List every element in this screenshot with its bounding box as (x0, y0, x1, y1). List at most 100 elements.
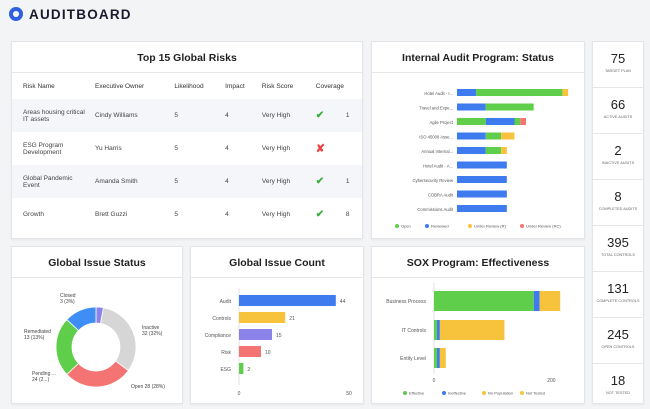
legend-label: Under Review (RC) (526, 224, 561, 229)
bar-segment (533, 291, 540, 311)
bar-segment (457, 103, 486, 111)
col-risk-name[interactable]: Risk Name (23, 82, 55, 90)
data-label: 15 (276, 333, 282, 339)
coverage-status: ✔ (312, 99, 343, 132)
bar-segment (457, 176, 507, 183)
data-label: 10 (265, 350, 271, 356)
bar-segment (520, 118, 526, 125)
bar-segment (434, 348, 437, 368)
stat-label: Total Controls (601, 253, 635, 257)
table-row[interactable]: Growth Brett Guzzi 5 4 Very High ✔ 8 (12, 198, 362, 231)
cross-icon: ✘ (315, 143, 325, 155)
likelihood: 5 (171, 99, 223, 132)
brand-name: AUDITBOARD (29, 6, 132, 22)
impact: 4 (222, 99, 259, 132)
category-label: Risk (221, 350, 231, 356)
bar-segment (457, 205, 507, 212)
pie-slice (66, 306, 97, 332)
table-row[interactable]: Global Pandemic Event Amanda Smith 5 4 V… (12, 165, 362, 198)
stat-value: 2 (614, 143, 622, 158)
likelihood: 5 (171, 165, 223, 198)
risk-name[interactable]: ESG Program Development (23, 141, 64, 156)
category-label: Compliance (205, 333, 232, 339)
bar-segment (457, 132, 486, 140)
legend-marker (442, 391, 446, 395)
legend-label: Under Review (R) (474, 224, 506, 229)
slice-label: Open 28 (28%) (131, 384, 165, 390)
stat-label: Not Tested (606, 391, 630, 395)
stat-completed-audits[interactable]: 8 Completed Audits (593, 180, 643, 226)
stat-label: Open Controls (601, 345, 635, 349)
sox-effectiveness-title: SOX Program: Effectiveness (372, 247, 584, 278)
category-label: Entity Level (400, 356, 426, 362)
stat-value: 18 (610, 373, 626, 388)
data-label: 2 (247, 367, 250, 373)
brand-logo[interactable]: AUDITBOARD (9, 6, 132, 22)
category-label: COBRA Audit (428, 193, 454, 198)
col-coverage[interactable]: Coverage (315, 82, 344, 90)
slice-label: 13 (13%) (24, 335, 45, 341)
bar (239, 329, 272, 340)
stat-label: Active Audits (603, 115, 633, 119)
stat-not-tested[interactable]: 18 Not Tested (593, 364, 643, 403)
checkmark-icon: ✔ (315, 209, 325, 220)
coverage-status: ✔ (313, 198, 343, 231)
category-label: Hotel Audit - I... (424, 91, 453, 96)
global-issue-count-title: Global Issue Count (191, 247, 363, 278)
top-risks-title: Top 15 Global Risks (12, 42, 362, 73)
executive-owner: Amanda Smith (92, 165, 172, 198)
category-label: Annual Internal... (421, 149, 453, 154)
col-risk-score[interactable]: Risk Score (261, 82, 294, 90)
stat-active-audits[interactable]: 66 Active Audits (593, 88, 643, 134)
category-label: ISO 45000 Asse... (419, 135, 453, 140)
tick-label: 50 (346, 391, 352, 397)
checkmark-icon: ✔ (315, 176, 325, 187)
risk-name[interactable]: Areas housing critical IT assets (12, 99, 92, 132)
risks-table: Risk Name Executive Owner Likelihood Imp… (12, 73, 362, 231)
risk-score: Very High (258, 99, 313, 132)
global-issue-count-card: Global Issue Count Audit 44 Controls 21 Comp… (190, 246, 364, 404)
risk-name[interactable]: Growth (23, 211, 44, 218)
stat-value: 131 (607, 281, 629, 296)
legend-label: Effective (409, 391, 425, 396)
risk-score: Very High (258, 165, 313, 198)
stat-value: 395 (607, 235, 629, 250)
coverage-count: 1 (342, 99, 362, 132)
col-executive-owner[interactable]: Executive Owner (95, 82, 145, 90)
table-row[interactable]: ESG Program Development Yu Harris 5 4 Ve… (12, 132, 362, 165)
legend-marker (395, 224, 399, 228)
category-label: ESG (220, 367, 231, 373)
stat-label: Target Plan (604, 69, 632, 73)
category-label: IT Controls (402, 328, 427, 334)
category-label: Business Process (386, 299, 426, 305)
category-label: Travel and Expe... (419, 106, 453, 111)
bar-segment (434, 320, 437, 340)
bar-segment (485, 132, 502, 140)
legend-label: No Population (488, 391, 513, 396)
data-label: 44 (340, 299, 346, 305)
stat-target-plan[interactable]: 75 Target Plan (593, 42, 643, 88)
stat-complete-controls[interactable]: 131 Complete Controls (593, 272, 643, 318)
table-row[interactable]: Areas housing critical IT assets Cindy W… (12, 99, 362, 132)
global-issue-status-card: Global Issue Status Closed 3 (3%) Inactive… (11, 246, 183, 404)
bar-segment (457, 147, 486, 154)
legend-marker (520, 224, 524, 228)
category-label: Audit (220, 299, 232, 305)
stat-inactive-audits[interactable]: 2 Inactive Audits (593, 134, 643, 180)
tick-label: 0 (433, 378, 436, 384)
col-likelihood[interactable]: Likelihood (174, 82, 204, 90)
category-label: Agile Project (429, 120, 453, 125)
impact: 4 (222, 165, 259, 198)
internal-audit-status-card: Internal Audit Program: Status Hotel Aud… (371, 41, 585, 239)
checkmark-icon: ✔ (315, 110, 325, 121)
stat-total-controls[interactable]: 395 Total Controls (593, 226, 643, 272)
slice-label: 32 (32%) (142, 331, 163, 337)
legend-marker (468, 224, 472, 228)
slice-label: 3 (3%) (60, 299, 75, 305)
bar-segment (434, 291, 534, 311)
stat-open-controls[interactable]: 245 Open Controls (593, 318, 643, 364)
risk-name[interactable]: Global Pandemic Event (12, 165, 92, 198)
tick-label: 0 (238, 391, 241, 397)
bar-segment (457, 118, 486, 125)
col-impact[interactable]: Impact (225, 82, 245, 90)
